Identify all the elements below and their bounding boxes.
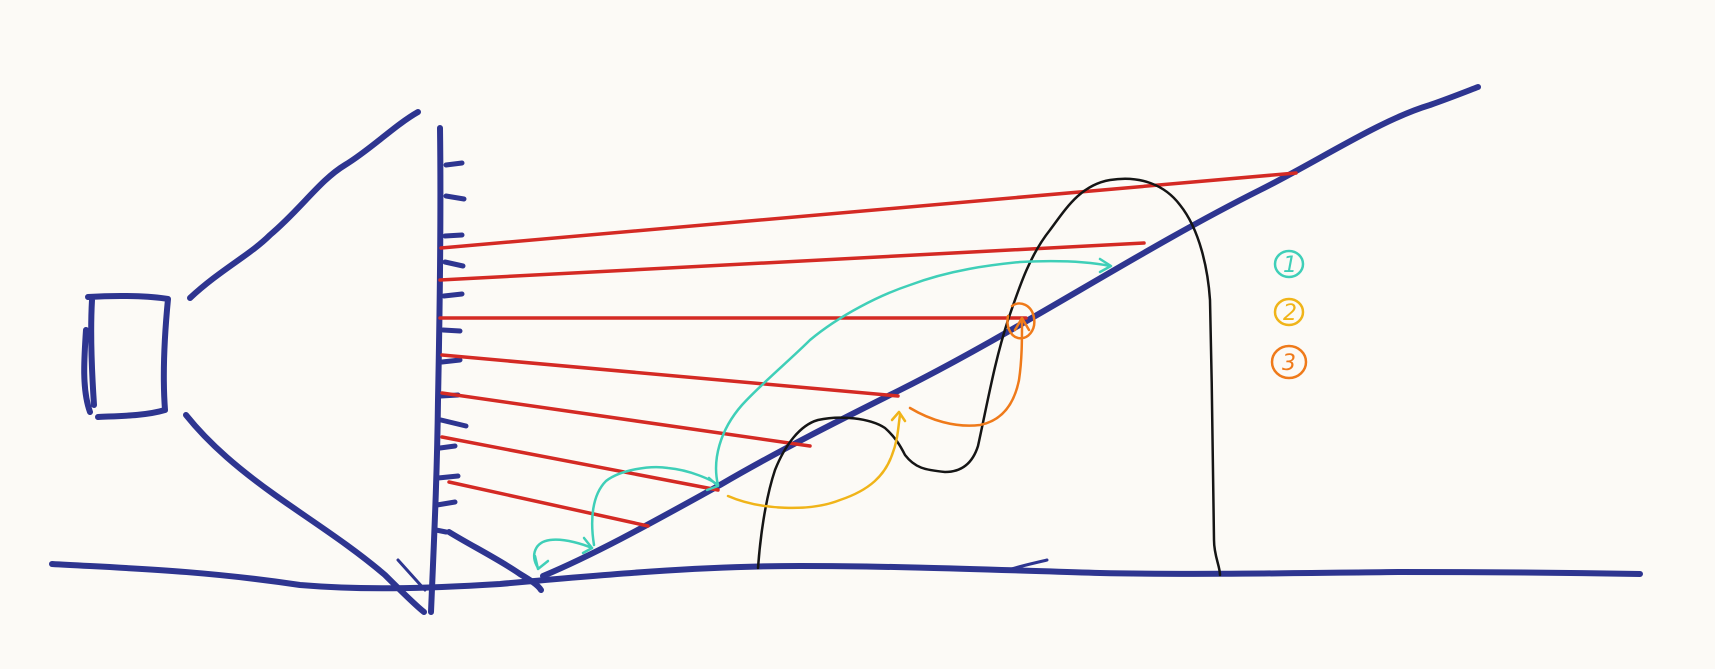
pixel-tick: [443, 160, 465, 168]
legend-label-2: 2: [1283, 301, 1297, 326]
ray-2: [438, 241, 1146, 282]
pixel-tick: [434, 499, 458, 508]
legend-circle-3: [1270, 344, 1308, 380]
object-front-bump: [756, 177, 1222, 577]
step1-arrowhead-c: [705, 476, 720, 492]
pixel-tick: [433, 527, 449, 535]
legend-label-1: 1: [1283, 253, 1297, 278]
step1-hop-b: [590, 465, 720, 547]
step1-hop-c: [714, 259, 1112, 487]
pixel-tick: [435, 473, 461, 481]
legend-circle-1: [1273, 249, 1305, 279]
step3-arrow: [908, 302, 1036, 427]
ray-4: [440, 353, 900, 398]
pixel-tick: [443, 193, 467, 202]
ramp-foot: [446, 529, 544, 593]
pixel-tick: [438, 417, 469, 429]
pixel-tick: [437, 443, 458, 451]
step3-curve: [908, 318, 1024, 427]
step3-target-circle: [1006, 302, 1036, 340]
legend-item-2: 2: [1273, 297, 1305, 327]
ray-6: [440, 435, 720, 492]
base-short-mark: [1003, 558, 1049, 573]
projector: [81, 109, 427, 615]
projection-rays: [438, 171, 1298, 528]
base-slash-mark: [396, 558, 427, 592]
projector-box: [81, 292, 171, 420]
pixel-tick: [442, 232, 465, 239]
pixel-tick: [442, 259, 466, 269]
ray-5: [440, 391, 812, 448]
step1-arrowhead-a: [533, 554, 550, 571]
pixel-ticks: [433, 160, 469, 535]
pixel-column-line: [428, 125, 444, 615]
step3-arrowhead: [1013, 316, 1031, 332]
legend-label-3: 3: [1282, 351, 1296, 376]
object-profile: [756, 177, 1222, 577]
projector-upper-edge: [187, 109, 421, 301]
pixel-column: [428, 125, 469, 615]
pixel-tick: [440, 327, 463, 334]
pixel-tick: [439, 357, 463, 365]
legend-item-1: 1: [1273, 249, 1305, 279]
ray-7: [447, 480, 650, 528]
ground-line: [49, 561, 1643, 592]
step2-arrow: [726, 410, 907, 510]
legend-circle-2: [1273, 297, 1305, 327]
step1-arrowhead-b: [581, 536, 594, 555]
step2-curve: [726, 413, 902, 510]
step1-arrowhead-d: [1098, 257, 1113, 274]
step-legend: 1 2 3: [1270, 249, 1308, 380]
step1-arrows: [533, 257, 1113, 571]
legend-item-3: 3: [1270, 344, 1308, 380]
step2-arrowhead: [890, 410, 907, 423]
pixel-tick: [441, 291, 465, 299]
